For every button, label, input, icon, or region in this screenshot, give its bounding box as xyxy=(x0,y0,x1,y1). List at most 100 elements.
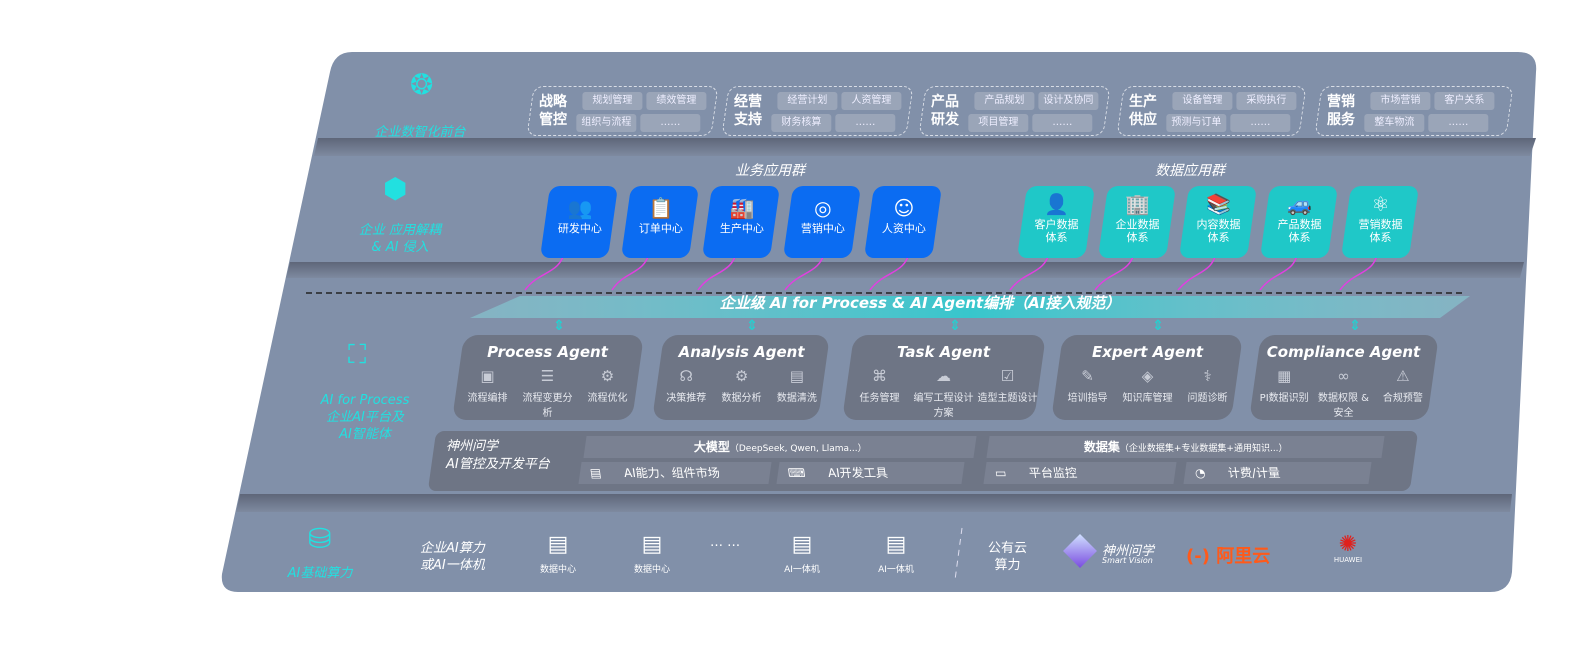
data-app-tile[interactable]: 🏢 企业数据 体系 xyxy=(1097,186,1177,258)
agent-capability: ▤ 数据清洗 xyxy=(769,367,824,404)
front-item-chip[interactable]: 规划管理 xyxy=(582,92,643,110)
platform-tool[interactable]: ▤ AI能力、组件市场 xyxy=(578,462,772,484)
front-item-chip[interactable]: …… xyxy=(1230,114,1291,132)
platform-tool[interactable]: ◔ 计费/计量 xyxy=(1183,462,1372,484)
front-item-chip[interactable]: 财务核算 xyxy=(771,114,832,132)
tile-label: 生产中心 xyxy=(719,222,764,235)
brain-icon: ❂ xyxy=(410,68,434,101)
agent-card[interactable]: Process Agent ▣ 流程编排 ☰ 流程变更分析 ⚙ 流程优化 xyxy=(452,335,644,420)
apps-layer-label: 企业 应用解耦 & AI 侵入 xyxy=(340,222,460,256)
agent-card[interactable]: Analysis Agent ☊ 决策推荐 ⚙ 数据分析 ▤ 数据清洗 xyxy=(652,335,830,420)
data-app-tile[interactable]: 🚙 产品数据 体系 xyxy=(1259,186,1339,258)
front-item-chip[interactable]: 产品规划 xyxy=(974,92,1035,110)
huawei-name: HUAWEI xyxy=(1333,556,1363,564)
front-item-chip[interactable]: 经营计划 xyxy=(777,92,838,110)
head-icon: ☊ xyxy=(679,367,693,385)
front-group-title: 经营 支持 xyxy=(734,93,762,129)
label-line: & AI 侵入 xyxy=(371,240,429,255)
front-group: 战略管控 规划管理 绩效管理 组织与流程…… xyxy=(526,86,719,136)
server-icon: ▤ xyxy=(791,532,813,557)
business-app-tile[interactable]: ◎ 营销中心 xyxy=(782,186,862,258)
capability-label: 合规预警 xyxy=(1382,393,1423,404)
compute-server: ▤ AI一体机 xyxy=(772,532,832,575)
network-node-icon: ⬢ xyxy=(383,172,408,205)
front-item-chip[interactable]: …… xyxy=(1428,114,1489,132)
front-item-chip[interactable]: 采购执行 xyxy=(1236,92,1297,110)
dev-tool-icon: ⌨ xyxy=(787,466,807,480)
label-line: 公有云 xyxy=(988,541,1028,556)
agent-card[interactable]: Compliance Agent ▦ PI数据识别 ∞ 数据权限 & 安全 ⚠ 合规预警 xyxy=(1249,335,1439,420)
server-icon: ▤ xyxy=(885,532,907,557)
building-icon: 🏢 xyxy=(1125,192,1151,216)
front-item-chip[interactable]: 项目管理 xyxy=(968,114,1029,132)
front-group-title: 营销 服务 xyxy=(1327,93,1355,129)
compute-server: ▤ 数据中心 xyxy=(528,532,588,575)
platform-title-line: AI管控及开发平台 xyxy=(446,457,550,472)
front-item-chip[interactable]: …… xyxy=(640,114,701,132)
title-line: 管控 xyxy=(539,112,567,128)
capability-label: 决策推荐 xyxy=(666,393,707,404)
business-app-tile[interactable]: 👥 研发中心 xyxy=(539,186,619,258)
server-icon: ▤ xyxy=(547,532,569,557)
agent-card[interactable]: Task Agent ⌘ 任务管理 ☁ 编写工程设计方案 ☑ 造型主题设计 xyxy=(842,335,1046,420)
title-line: 产品 xyxy=(931,94,959,110)
orchestration-banner: 企业级 AI for Process & AI Agent编排（AI接入规范） xyxy=(719,294,1121,312)
tile-label: 体系 xyxy=(1045,231,1068,244)
model-bar: 大模型（DeepSeek, Qwen, Llama...） xyxy=(583,436,977,458)
more-servers-ellipsis: … … xyxy=(710,535,741,550)
tile-label: 营销数据 xyxy=(1358,218,1403,231)
title-line: 经营 xyxy=(734,94,762,110)
diagnose-icon: ⚕ xyxy=(1203,367,1212,385)
server-icon: ▤ xyxy=(641,532,663,557)
title-line: 供应 xyxy=(1129,112,1157,128)
front-item-chip[interactable]: 预测与订单 xyxy=(1166,114,1227,132)
front-item-chip[interactable]: …… xyxy=(1032,114,1093,132)
capability-label: 造型主题设计 xyxy=(977,393,1038,404)
business-app-tile[interactable]: 📋 订单中心 xyxy=(620,186,700,258)
platform-tool[interactable]: ▭ 平台监控 xyxy=(983,462,1177,484)
front-item-chip[interactable]: 客户关系 xyxy=(1434,92,1495,110)
platform-tool[interactable]: ⌨ AI开发工具 xyxy=(776,462,965,484)
capability-label: 问题诊断 xyxy=(1187,393,1228,404)
agent-card[interactable]: Expert Agent ✎ 培训指导 ◈ 知识库管理 ⚕ 问题诊断 xyxy=(1051,335,1243,420)
front-item-chip[interactable]: 人资管理 xyxy=(841,92,902,110)
capability-label: 编写工程设计方案 xyxy=(913,393,974,419)
front-item-chip[interactable]: 设备管理 xyxy=(1172,92,1233,110)
front-item-chip[interactable]: 组织与流程 xyxy=(576,114,637,132)
tile-label: 体系 xyxy=(1288,231,1311,244)
huawei-petals-icon: ✺ xyxy=(1338,532,1358,557)
agent-name: Analysis Agent xyxy=(678,343,805,361)
task-icon: ⌘ xyxy=(871,367,887,385)
checklist-icon: ☑ xyxy=(1000,367,1015,385)
compute-server: ▤ 数据中心 xyxy=(622,532,682,575)
tile-label: 人资中心 xyxy=(881,222,926,235)
front-group: 营销 服务 市场营销 客户关系 整车物流…… xyxy=(1314,86,1514,136)
data-app-tile[interactable]: ⚛ 营销数据 体系 xyxy=(1340,186,1420,258)
title-line: 战略 xyxy=(539,94,567,110)
tool-label: AI开发工具 xyxy=(827,466,889,480)
list-icon: ☰ xyxy=(540,367,555,385)
front-item-chip[interactable]: 市场营销 xyxy=(1370,92,1431,110)
label-line: AI智能体 xyxy=(339,427,391,442)
compute-server: ▤ AI一体机 xyxy=(866,532,926,575)
front-item-chip[interactable]: 整车物流 xyxy=(1364,114,1425,132)
model-bar-note: （DeepSeek, Qwen, Llama...） xyxy=(729,444,867,454)
front-item-chip[interactable]: 绩效管理 xyxy=(646,92,707,110)
tile-label: 内容数据 xyxy=(1196,218,1241,231)
front-item-chip[interactable]: 设计及协同 xyxy=(1038,92,1099,110)
chart-window-icon: ▣ xyxy=(480,367,495,385)
capability-label: 流程变更分析 xyxy=(522,393,573,419)
model-bar-label: 大模型 xyxy=(693,440,730,454)
layers-icon: ◈ xyxy=(1141,367,1154,385)
business-app-tile[interactable]: 🏭 生产中心 xyxy=(701,186,781,258)
title-line: 支持 xyxy=(734,112,762,128)
bidirectional-arrow-icon: ⇕ xyxy=(746,318,758,334)
title-line: 营销 xyxy=(1327,94,1355,110)
front-item-chip[interactable]: …… xyxy=(835,114,896,132)
data-app-tile[interactable]: 📚 内容数据 体系 xyxy=(1178,186,1258,258)
agent-capability: ∞ 数据权限 & 安全 xyxy=(1314,367,1373,419)
tool-label: 计费/计量 xyxy=(1227,466,1282,480)
dataset-bar-note: （企业数据集+专业数据集+通用知识...） xyxy=(1119,444,1288,454)
data-app-tile[interactable]: 👤 客户数据 体系 xyxy=(1016,186,1096,258)
business-app-tile[interactable]: ☺ 人资中心 xyxy=(863,186,943,258)
